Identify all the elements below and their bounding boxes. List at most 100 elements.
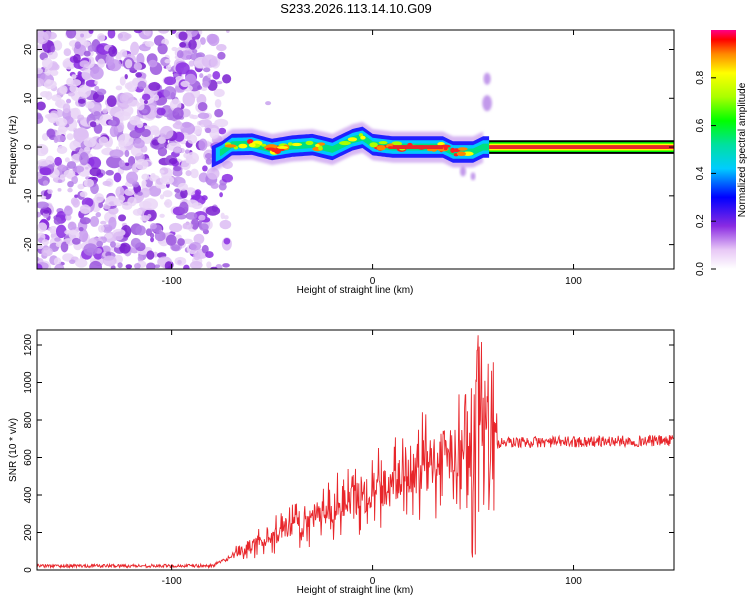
noise-blob	[222, 74, 232, 84]
noise-blob	[109, 241, 116, 248]
spectrogram-x-tick-label: -100	[162, 276, 182, 287]
noise-blob	[37, 101, 46, 111]
noise-blob	[55, 224, 67, 239]
track-artifact	[470, 172, 476, 181]
noise-blob	[98, 136, 109, 146]
noise-blob	[42, 57, 53, 70]
noise-blob	[159, 213, 165, 218]
noise-blob	[159, 194, 165, 200]
noise-blob	[191, 202, 203, 210]
noise-blob	[126, 171, 138, 185]
noise-blob	[202, 80, 210, 88]
noise-blob	[214, 98, 222, 108]
noise-blob	[57, 188, 62, 192]
noise-blob	[156, 107, 166, 116]
noise-blob	[214, 118, 229, 128]
snr-y-tick-label: 800	[23, 411, 34, 428]
noise-blob	[137, 191, 143, 196]
track-hotspot	[305, 140, 314, 146]
spectrogram-noise	[37, 30, 234, 269]
noise-blob	[169, 222, 183, 233]
track-mid	[215, 130, 490, 162]
noise-blob	[70, 79, 82, 87]
noise-blob	[176, 50, 184, 59]
noise-blob	[85, 79, 98, 87]
noise-blob	[59, 174, 66, 180]
snr-frame	[36, 329, 675, 571]
noise-blob	[190, 168, 199, 179]
noise-blob	[200, 124, 204, 128]
noise-blob	[115, 51, 122, 60]
noise-blob	[41, 247, 53, 257]
noise-blob	[147, 213, 152, 219]
noise-blob	[105, 169, 114, 176]
noise-blob	[144, 40, 155, 47]
noise-blob	[79, 191, 88, 198]
noise-blob	[219, 219, 232, 230]
noise-blob	[178, 31, 188, 41]
noise-blob	[106, 95, 117, 107]
noise-blob	[198, 30, 203, 35]
noise-blob	[206, 261, 212, 269]
noise-blob	[134, 263, 141, 269]
noise-blob	[54, 263, 65, 269]
noise-blob	[129, 115, 141, 126]
noise-blob	[133, 30, 143, 34]
noise-blob	[158, 30, 170, 34]
noise-blob	[149, 223, 157, 230]
noise-blob	[146, 262, 156, 269]
noise-blob	[197, 85, 202, 90]
noise-blob	[102, 180, 112, 186]
noise-blob	[69, 229, 77, 236]
noise-blob	[125, 264, 133, 269]
snr-y-tick-label: 1000	[23, 371, 34, 394]
noise-blob	[148, 81, 161, 91]
noise-blob	[64, 157, 70, 163]
noise-blob	[50, 69, 59, 76]
noise-blob	[107, 119, 117, 126]
spectrogram-y-tick-label: -20	[23, 237, 34, 252]
noise-blob	[117, 262, 123, 269]
noise-blob	[66, 98, 72, 104]
noise-blob	[46, 128, 56, 138]
noise-blob	[77, 71, 82, 76]
colorbar-tick-label: 0.8	[695, 70, 706, 84]
noise-blob	[55, 117, 68, 127]
noise-blob	[67, 187, 73, 193]
noise-blob	[77, 114, 85, 121]
spectrogram-y-tick-label: 0	[23, 144, 34, 150]
noise-blob	[159, 175, 175, 185]
noise-blob	[217, 51, 226, 60]
noise-blob	[79, 60, 90, 68]
noise-blob	[41, 239, 49, 246]
noise-blob	[218, 127, 227, 135]
track-hotspot	[376, 145, 386, 151]
noise-blob	[72, 165, 85, 173]
noise-blob	[154, 264, 161, 269]
track-artifact	[460, 166, 467, 177]
noise-blob	[73, 53, 81, 64]
noise-blob	[178, 182, 188, 191]
noise-blob	[98, 202, 104, 209]
noise-blob	[140, 187, 151, 198]
noise-blob	[66, 161, 77, 169]
noise-blob	[162, 190, 173, 198]
noise-blob	[141, 72, 147, 79]
noise-blob	[40, 90, 51, 98]
noise-blob	[216, 80, 223, 85]
noise-blob	[135, 158, 149, 170]
noise-blob	[175, 62, 190, 75]
noise-blob	[207, 73, 212, 79]
track-hotspot	[318, 145, 323, 151]
noise-blob	[37, 67, 44, 74]
noise-blob	[53, 217, 62, 225]
noise-blob	[187, 134, 198, 144]
noise-blob	[67, 92, 75, 97]
noise-blob	[184, 149, 190, 154]
noise-blob	[205, 206, 221, 216]
noise-blob	[203, 67, 211, 73]
track-hotspot	[360, 135, 366, 140]
noise-blob	[201, 195, 208, 201]
noise-blob	[115, 85, 123, 91]
